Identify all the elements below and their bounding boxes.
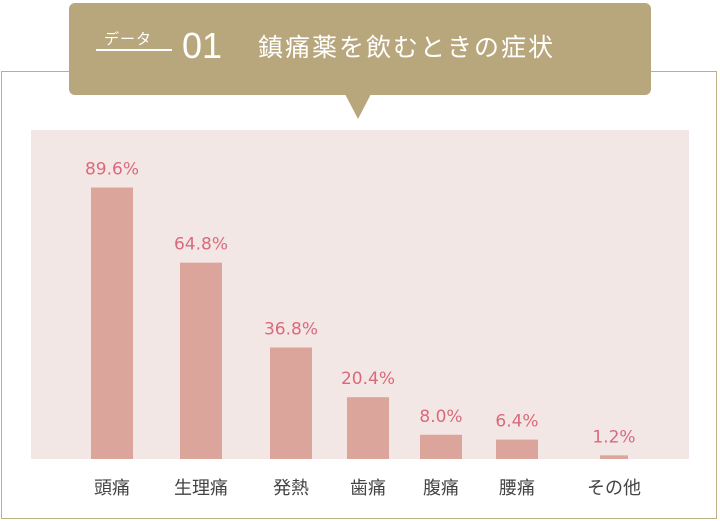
value-label-7: 1.2%: [592, 427, 635, 447]
data-tag-underline: [96, 49, 172, 51]
bar-6: [496, 439, 538, 459]
value-label-6: 6.4%: [495, 412, 538, 432]
data-number: 01: [182, 25, 223, 66]
value-label-5: 8.0%: [419, 407, 462, 427]
category-label-5: 腹痛: [423, 478, 459, 499]
bar-3: [270, 347, 312, 459]
data-tag-label: データ: [104, 30, 153, 48]
header-pointer: [345, 94, 371, 119]
category-label-2: 生理痛: [174, 478, 228, 499]
category-label-3: 発熱: [273, 478, 309, 499]
value-label-2: 64.8%: [174, 235, 228, 255]
value-label-4: 20.4%: [341, 369, 395, 389]
value-label-1: 89.6%: [85, 160, 139, 180]
chart-heading: 鎮痛薬を飲むときの症状: [258, 33, 556, 62]
bar-2: [180, 262, 222, 459]
bar-7: [600, 455, 628, 459]
category-label-7: その他: [587, 478, 641, 499]
bar-4: [347, 397, 389, 459]
category-label-4: 歯痛: [350, 478, 386, 499]
value-label-3: 36.8%: [264, 319, 318, 339]
category-label-1: 頭痛: [94, 478, 130, 499]
category-label-6: 腰痛: [499, 478, 535, 499]
bar-5: [420, 434, 462, 459]
bar-1: [91, 187, 133, 459]
